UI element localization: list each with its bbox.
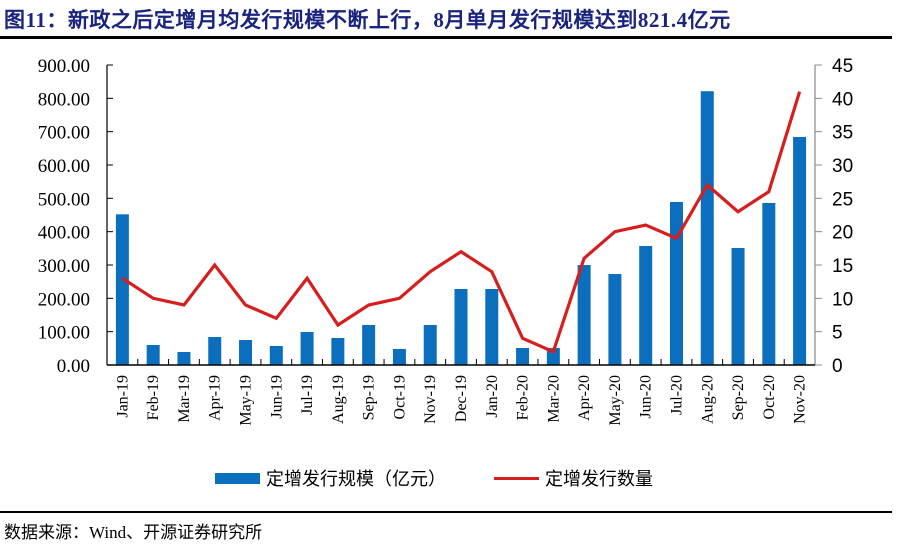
left-axis-tick-label: 100.00 (38, 323, 90, 344)
x-axis-tick-label: Aug-20 (699, 375, 716, 424)
right-axis-tick-label: 0 (832, 356, 843, 377)
bar (331, 338, 345, 365)
x-axis-tick-label: Oct-20 (761, 375, 778, 419)
x-axis-tick-label: Sep-20 (730, 375, 747, 420)
right-axis-tick-label: 25 (832, 189, 853, 210)
chart-title: 图11：新政之后定增月均发行规模不断上行，8月单月发行规模达到821.4亿元 (4, 8, 731, 32)
left-axis-tick-label: 600.00 (38, 156, 90, 177)
right-axis-tick-label: 5 (832, 323, 843, 344)
x-axis-tick-label: May-19 (238, 375, 255, 426)
x-axis-tick-label: Feb-19 (145, 375, 162, 420)
x-axis-tick-label: Aug-19 (330, 375, 347, 424)
x-axis: Jan-19 Feb-19 Mar-19 Apr-19 May-19 Jun-19 Jul-… (107, 359, 815, 426)
x-axis-tick-label: Apr-20 (576, 375, 593, 421)
bar (577, 265, 591, 365)
right-axis-tick-label: 30 (832, 156, 853, 177)
x-axis-tick-label: Jul-19 (299, 375, 316, 415)
bar (700, 91, 714, 365)
bar (115, 214, 129, 365)
x-axis-tick-label: Jan-19 (114, 375, 131, 418)
top-rule (0, 36, 892, 39)
legend-line-label: 定增发行数量 (545, 469, 653, 490)
bar (177, 352, 191, 365)
right-axis-tick-label: 45 (832, 56, 853, 77)
x-axis-tick-label: Jun-20 (638, 375, 655, 419)
left-axis-tick-label: 900.00 (38, 56, 90, 77)
left-axis-tick-label: 400.00 (38, 223, 90, 244)
x-axis-tick-label: Nov-19 (422, 375, 439, 424)
x-axis-tick-label: May-20 (607, 375, 624, 426)
left-axis-tick-label: 700.00 (38, 123, 90, 144)
bar (516, 348, 530, 365)
bar (669, 202, 683, 365)
bar (454, 289, 468, 365)
bar (269, 346, 283, 365)
x-axis-tick-label: Jun-19 (268, 375, 285, 419)
legend-item-line: 定增发行数量 (494, 465, 653, 491)
bar (485, 289, 499, 365)
bar-series (115, 91, 807, 365)
bar (146, 345, 160, 365)
line-swatch-icon (494, 476, 539, 480)
bar (392, 349, 406, 365)
right-axis-tick-label: 15 (832, 256, 853, 277)
bar-swatch-icon (215, 472, 260, 484)
x-axis-tick-label: Dec-19 (453, 375, 470, 422)
bar (639, 246, 653, 365)
bar (423, 325, 437, 365)
left-axis-tick-label: 200.00 (38, 289, 90, 310)
x-axis-tick-label: Oct-19 (391, 375, 408, 419)
x-axis-tick-label: Sep-19 (361, 375, 378, 420)
chart-plot: 0.00 100.00 200.00 300.00 400.00 500.00 600.00… (38, 56, 853, 426)
left-axis-tick-label: 300.00 (38, 256, 90, 277)
bar (762, 203, 776, 365)
right-axis-tick-label: 35 (832, 123, 853, 144)
x-axis-tick-label: Mar-19 (176, 375, 193, 423)
bar (300, 332, 314, 365)
left-axis-tick-label: 800.00 (38, 89, 90, 110)
right-y-axis: 0 5 10 15 20 25 30 35 40 45 (814, 56, 853, 377)
x-axis-tick-label: Feb-20 (515, 375, 532, 420)
bottom-rule (0, 511, 892, 513)
bar (793, 137, 807, 365)
count-line (121, 91, 802, 354)
x-axis-tick-label: Jul-20 (668, 375, 685, 415)
x-axis-tick-label: Jan-20 (484, 375, 501, 418)
right-axis-tick-label: 20 (832, 223, 853, 244)
x-axis-tick-label: Mar-20 (545, 375, 562, 423)
bar (546, 348, 560, 365)
source-note: 数据来源：Wind、开源证券研究所 (4, 523, 263, 542)
left-y-axis: 0.00 100.00 200.00 300.00 400.00 500.00 600.00… (38, 56, 113, 377)
left-axis-tick-label: 500.00 (38, 189, 90, 210)
legend-bar-label: 定增发行规模（亿元） (266, 469, 446, 490)
left-axis-tick-label: 0.00 (57, 356, 90, 377)
legend-item-bar: 定增发行规模（亿元） (215, 465, 446, 491)
line-series (121, 91, 802, 354)
right-axis-tick-label: 40 (832, 89, 853, 110)
right-axis-tick-label: 10 (832, 289, 853, 310)
x-axis-tick-label: Apr-19 (207, 375, 224, 421)
bar (608, 274, 622, 365)
bar (362, 325, 376, 365)
bar (239, 340, 253, 365)
bar (208, 337, 222, 365)
x-axis-tick-label: Nov-20 (792, 375, 809, 424)
legend: 定增发行规模（亿元） 定增发行数量 (215, 465, 701, 491)
bar (731, 248, 745, 365)
